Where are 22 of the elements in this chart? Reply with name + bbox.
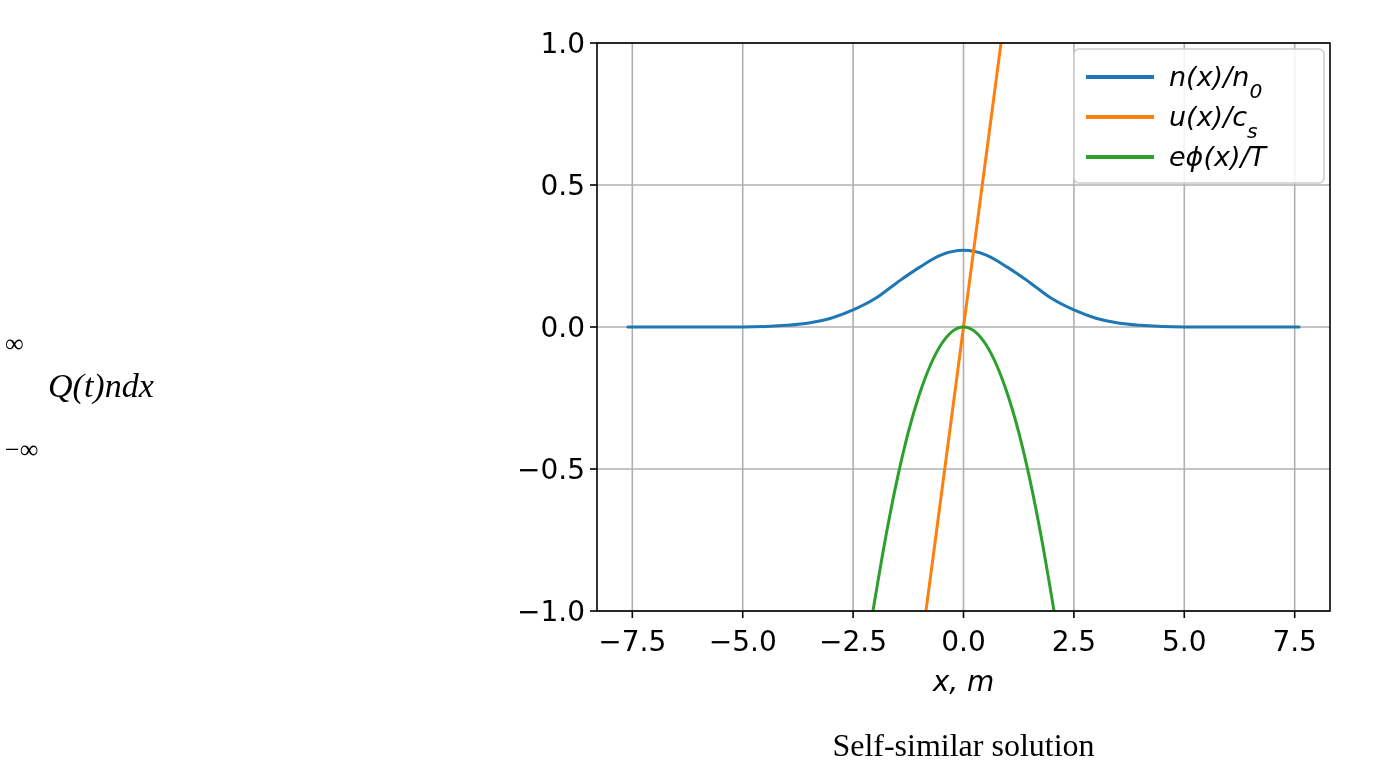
text: Self-similar solution (832, 727, 1095, 763)
x-tick-label: −5.0 (708, 625, 777, 658)
text: Q(t)ndx (48, 367, 154, 405)
legend-label: u(x)/c$_{s}$ (1169, 101, 1259, 144)
x-tick-label: 5.0 (1162, 625, 1207, 658)
x-tick-label: 7.5 (1272, 625, 1317, 658)
line-series (871, 325, 1056, 611)
text: ∞ (5, 329, 24, 358)
y-tick-label: 0.5 (540, 168, 585, 202)
text: −∞ (5, 435, 39, 464)
x-tick-label: −2.5 (819, 625, 888, 658)
y-tick-label: −1.0 (517, 594, 585, 628)
y-tick-label: −0.5 (517, 452, 585, 486)
x-tick-label: −7.5 (598, 625, 667, 658)
legend-label: eϕ(x)/T (1169, 141, 1269, 173)
y-tick-label: 0.0 (540, 310, 585, 344)
y-tick-label: 1.0 (540, 26, 585, 60)
x-tick-label: 0.0 (941, 625, 986, 658)
x-axis-title: x, m (931, 665, 995, 698)
line-series (626, 248, 1301, 329)
legend-label: n(x)/n$_{0}$ (1169, 61, 1263, 104)
x-tick-label: 2.5 (1051, 625, 1097, 658)
